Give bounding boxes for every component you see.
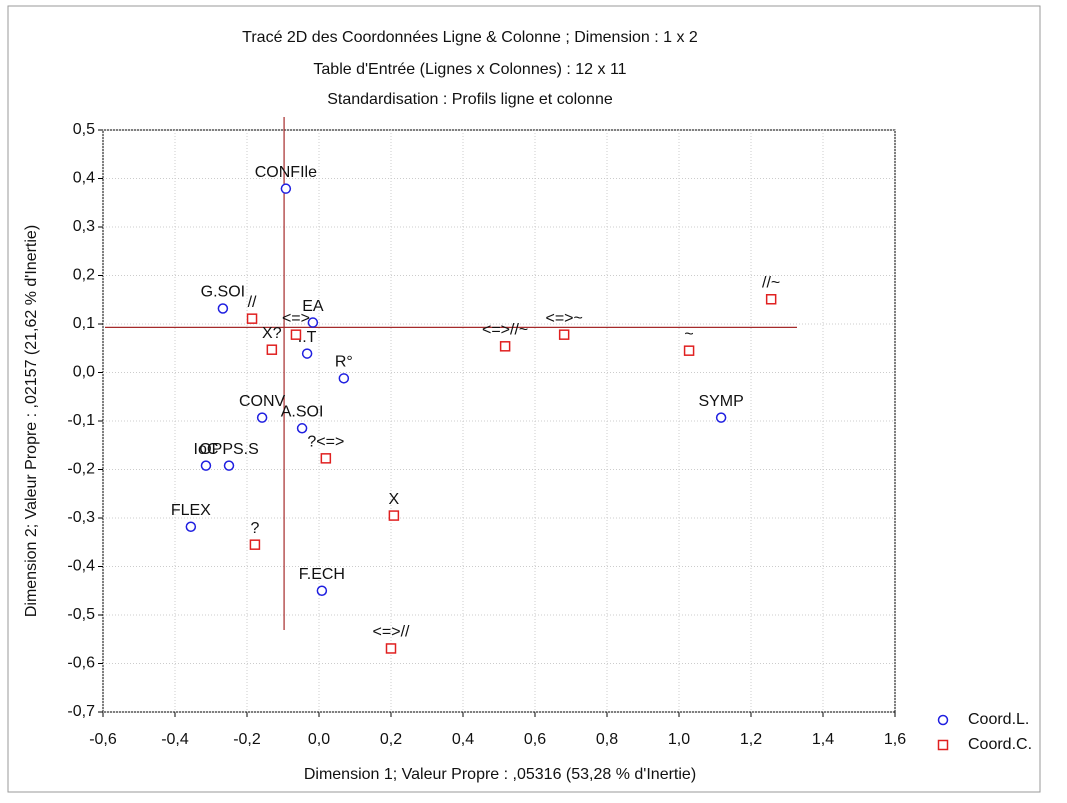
legend-marker	[937, 739, 949, 751]
point-label: //~	[762, 274, 780, 291]
y-tick-label: -0,2	[67, 461, 95, 478]
point-label: <=>//	[373, 624, 410, 641]
point	[765, 294, 777, 305]
point-label: ?<=>	[307, 434, 344, 451]
legend-label: Coord.L.	[968, 711, 1029, 728]
point-label: //	[248, 294, 257, 311]
y-tick-label: 0,3	[73, 218, 95, 235]
x-tick-label: 1,0	[668, 731, 690, 748]
legend-marker	[937, 714, 949, 726]
point	[266, 344, 278, 355]
x-tick-label: 1,4	[812, 731, 834, 748]
x-tick-label: 1,2	[740, 731, 762, 748]
y-tick-label: -0,5	[67, 606, 95, 623]
point-label: X	[389, 491, 400, 508]
y-tick-label: 0,4	[73, 170, 95, 187]
x-tick-label: 0,4	[452, 731, 474, 748]
point-label: ?	[250, 520, 259, 537]
point	[320, 453, 332, 464]
point-label: R°	[335, 354, 353, 371]
y-tick-label: -0,3	[67, 509, 95, 526]
x-tick-label: -0,4	[161, 731, 189, 748]
point	[558, 329, 570, 340]
point	[385, 643, 397, 654]
point-label: IoC	[194, 441, 219, 458]
point-label: F.ECH	[299, 566, 345, 583]
point-label: OPPS.S	[199, 441, 259, 458]
point	[301, 348, 313, 359]
point	[307, 317, 319, 328]
x-axis-label: Dimension 1; Valeur Propre : ,05316 (53,…	[304, 766, 696, 783]
point-label: X?	[262, 325, 282, 342]
point-label: ~	[684, 326, 693, 343]
y-tick-label: 0,1	[73, 315, 95, 332]
point	[280, 183, 292, 194]
y-tick-label: 0,0	[73, 364, 95, 381]
point	[290, 329, 302, 340]
point	[217, 303, 229, 314]
x-tick-label: 0,0	[308, 731, 330, 748]
point	[338, 373, 350, 384]
point-label: FLEX	[171, 502, 211, 519]
y-tick-label: -0,7	[67, 703, 95, 720]
point	[316, 585, 328, 596]
point	[296, 423, 308, 434]
x-tick-label: 1,6	[884, 731, 906, 748]
y-axis-label: Dimension 2; Valeur Propre : ,02157 (21,…	[23, 225, 40, 617]
x-tick-label: -0,2	[233, 731, 261, 748]
point-label: <=>~	[545, 310, 582, 327]
point	[388, 510, 400, 521]
subtitle: Standardisation : Profils ligne et colon…	[327, 91, 613, 108]
point	[249, 539, 261, 550]
legend-label: Coord.C.	[968, 736, 1032, 753]
point	[499, 341, 511, 352]
point	[246, 313, 258, 324]
point	[185, 521, 197, 532]
chart-title: Tracé 2D des Coordonnées Ligne & Colonne…	[242, 29, 698, 46]
point-label: <=>//~	[482, 322, 528, 339]
y-tick-label: -0,4	[67, 558, 95, 575]
point-label: I.T	[298, 329, 317, 346]
point-label: CONFIle	[255, 164, 317, 181]
frame	[7, 5, 1041, 793]
point	[223, 460, 235, 471]
x-tick-label: 0,2	[380, 731, 402, 748]
point	[683, 345, 695, 356]
y-tick-label: -0,1	[67, 412, 95, 429]
x-tick-label: 0,8	[596, 731, 618, 748]
point	[715, 412, 727, 423]
point-label: CONV	[239, 393, 286, 410]
y-tick-label: 0,5	[73, 121, 95, 138]
point-label: A.SOI	[281, 403, 324, 420]
point-label: G.SOI	[201, 284, 245, 301]
point	[256, 412, 268, 423]
y-tick-label: -0,6	[67, 655, 95, 672]
y-tick-label: 0,2	[73, 267, 95, 284]
point-label: EA	[302, 298, 324, 315]
point-label: SYMP	[698, 393, 743, 410]
x-tick-label: -0,6	[89, 731, 117, 748]
x-tick-label: 0,6	[524, 731, 546, 748]
subtitle: Table d'Entrée (Lignes x Colonnes) : 12 …	[313, 61, 626, 78]
point	[200, 460, 212, 471]
point-label: <=>	[282, 310, 310, 327]
